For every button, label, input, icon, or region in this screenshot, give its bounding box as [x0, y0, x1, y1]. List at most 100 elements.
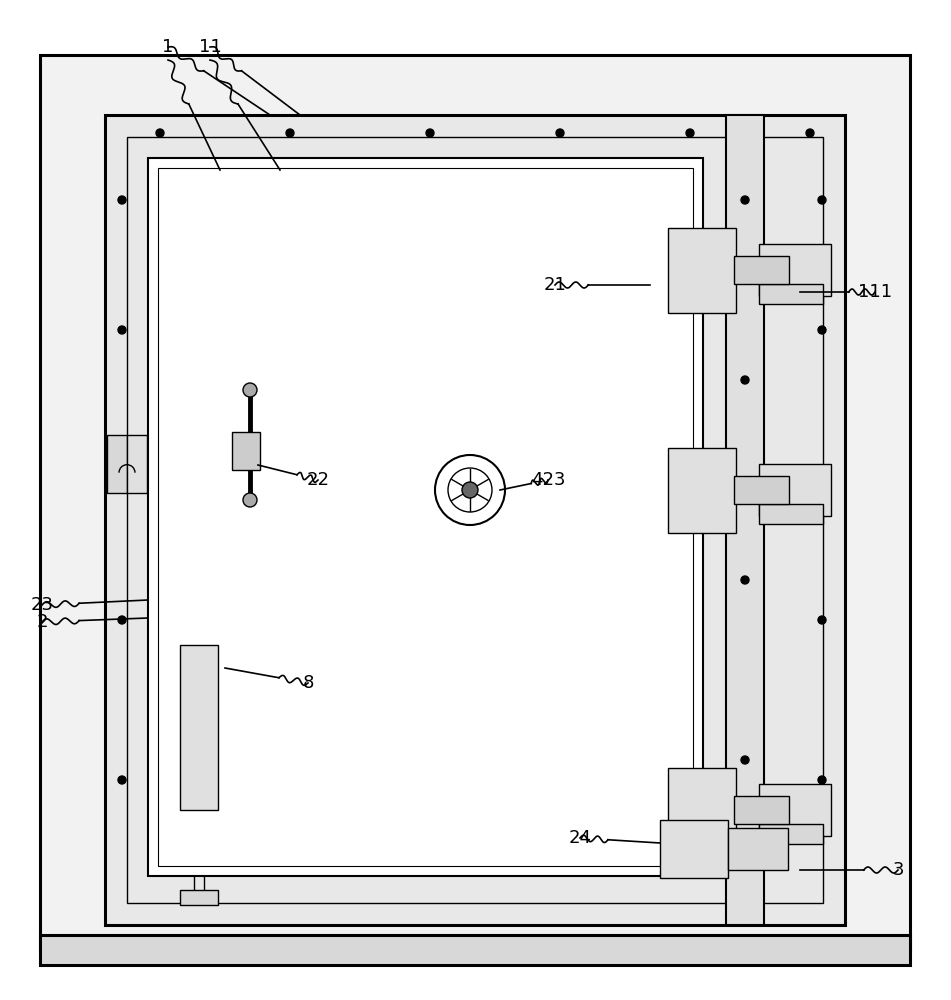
- Circle shape: [118, 476, 126, 484]
- Circle shape: [186, 655, 192, 661]
- Bar: [40, 55, 910, 950]
- Circle shape: [136, 478, 142, 484]
- Circle shape: [807, 255, 814, 262]
- Circle shape: [773, 818, 781, 825]
- Text: 3: 3: [892, 861, 903, 879]
- Circle shape: [684, 807, 690, 814]
- Circle shape: [807, 795, 814, 802]
- Bar: [660, 820, 728, 878]
- Circle shape: [713, 462, 721, 468]
- Circle shape: [713, 267, 721, 274]
- Circle shape: [818, 476, 826, 484]
- Bar: [728, 828, 788, 870]
- Circle shape: [713, 487, 721, 494]
- Bar: [105, 115, 845, 925]
- Circle shape: [807, 818, 814, 825]
- Circle shape: [673, 860, 681, 867]
- Circle shape: [426, 129, 434, 137]
- Text: 1: 1: [163, 38, 174, 56]
- Circle shape: [713, 832, 721, 840]
- Circle shape: [118, 196, 126, 204]
- Circle shape: [713, 782, 721, 788]
- Bar: [668, 228, 736, 313]
- Circle shape: [673, 846, 681, 852]
- Circle shape: [243, 493, 257, 507]
- Text: 23: 23: [30, 596, 53, 614]
- Bar: [232, 432, 260, 470]
- Circle shape: [773, 498, 781, 505]
- Circle shape: [818, 616, 826, 624]
- Bar: [734, 256, 789, 284]
- Circle shape: [684, 782, 690, 788]
- Text: 11: 11: [199, 38, 222, 56]
- Circle shape: [806, 129, 814, 137]
- Bar: [734, 476, 789, 504]
- Text: 2: 2: [36, 613, 48, 631]
- Bar: [759, 464, 831, 516]
- Circle shape: [741, 196, 749, 204]
- Circle shape: [118, 616, 126, 624]
- Circle shape: [741, 756, 749, 764]
- Bar: [668, 768, 736, 853]
- Circle shape: [801, 831, 806, 837]
- Bar: [759, 244, 831, 296]
- Bar: [148, 158, 703, 876]
- Circle shape: [713, 512, 721, 520]
- Text: 423: 423: [531, 471, 565, 489]
- Circle shape: [713, 807, 721, 814]
- Circle shape: [673, 831, 681, 838]
- Circle shape: [741, 376, 749, 384]
- Circle shape: [740, 838, 746, 844]
- Circle shape: [186, 794, 192, 800]
- Circle shape: [740, 854, 746, 860]
- Bar: [107, 435, 127, 493]
- Circle shape: [205, 655, 211, 661]
- Bar: [759, 284, 823, 304]
- Circle shape: [684, 487, 690, 494]
- Circle shape: [118, 326, 126, 334]
- Bar: [726, 115, 764, 925]
- Circle shape: [775, 511, 781, 517]
- Circle shape: [684, 241, 690, 248]
- Text: 22: 22: [306, 471, 329, 489]
- Circle shape: [462, 482, 478, 498]
- Circle shape: [286, 129, 294, 137]
- Circle shape: [775, 831, 781, 837]
- Circle shape: [112, 478, 118, 484]
- Bar: [127, 137, 823, 903]
- Circle shape: [205, 794, 211, 800]
- Circle shape: [156, 129, 164, 137]
- Bar: [668, 448, 736, 533]
- Circle shape: [773, 255, 781, 262]
- Circle shape: [236, 439, 242, 445]
- Circle shape: [250, 439, 256, 445]
- Bar: [734, 796, 789, 824]
- Circle shape: [556, 129, 564, 137]
- Bar: [180, 645, 218, 810]
- Circle shape: [801, 291, 806, 297]
- Circle shape: [708, 860, 714, 867]
- Circle shape: [807, 498, 814, 505]
- Circle shape: [818, 196, 826, 204]
- Circle shape: [684, 832, 690, 840]
- Circle shape: [818, 776, 826, 784]
- Circle shape: [684, 292, 690, 300]
- Circle shape: [136, 444, 142, 450]
- Circle shape: [773, 475, 781, 482]
- Circle shape: [112, 444, 118, 450]
- Circle shape: [708, 846, 714, 852]
- Circle shape: [775, 291, 781, 297]
- Bar: [127, 435, 147, 493]
- Circle shape: [713, 241, 721, 248]
- Bar: [759, 824, 823, 844]
- Bar: [759, 504, 823, 524]
- Circle shape: [684, 462, 690, 468]
- Circle shape: [713, 292, 721, 300]
- Circle shape: [243, 383, 257, 397]
- Bar: [40, 935, 910, 965]
- Circle shape: [684, 267, 690, 274]
- Text: 24: 24: [569, 829, 592, 847]
- Circle shape: [818, 326, 826, 334]
- Circle shape: [807, 475, 814, 482]
- Bar: [759, 784, 831, 836]
